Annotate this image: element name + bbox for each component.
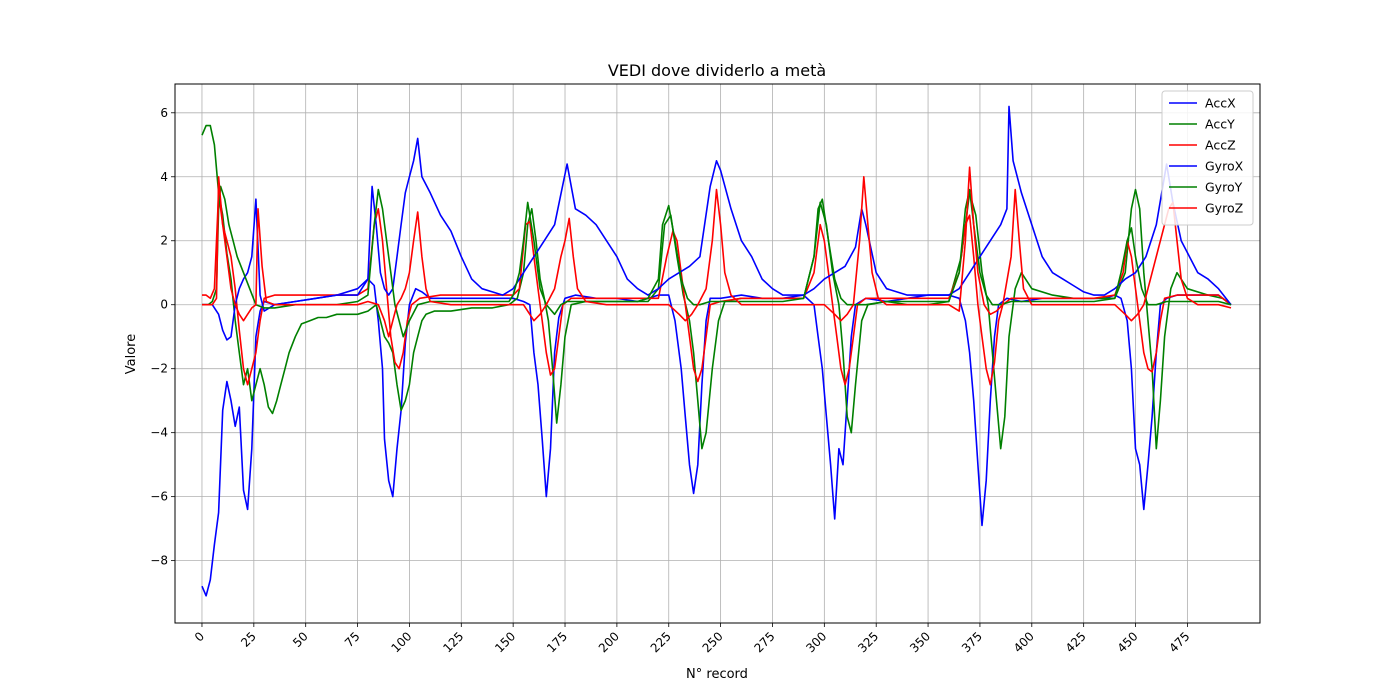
legend-label: GyroX bbox=[1205, 159, 1244, 174]
grid bbox=[175, 84, 1260, 623]
legend-label: AccY bbox=[1205, 117, 1235, 132]
y-tick-label: −6 bbox=[150, 490, 168, 504]
y-tick-label: −8 bbox=[150, 554, 168, 568]
y-tick-label: 0 bbox=[160, 298, 168, 312]
series-line-gyrox bbox=[202, 105, 1232, 341]
chart-title: VEDI dove dividerlo a metà bbox=[608, 61, 826, 80]
series-line-accy bbox=[201, 124, 1232, 450]
axes-frame bbox=[174, 83, 1261, 624]
y-tick-label: −2 bbox=[150, 362, 168, 376]
x-axis-label: N° record bbox=[686, 667, 748, 682]
legend-label: AccZ bbox=[1205, 138, 1236, 153]
y-axis-label: Valore bbox=[124, 334, 139, 374]
series-line-accx bbox=[201, 278, 1232, 597]
legend-label: GyroZ bbox=[1205, 201, 1243, 216]
y-tick-label: 6 bbox=[160, 106, 168, 120]
legend: AccX AccY AccZ GyroX GyroY GyroZ bbox=[1161, 90, 1254, 226]
plot-lines bbox=[201, 105, 1232, 597]
legend-label: AccX bbox=[1205, 96, 1236, 111]
y-tick-label: −4 bbox=[150, 426, 168, 440]
series-line-gyroz bbox=[202, 166, 1232, 338]
legend-label: GyroY bbox=[1205, 180, 1243, 195]
y-tick-label: 4 bbox=[160, 170, 168, 184]
y-tick-label: 2 bbox=[160, 234, 168, 248]
